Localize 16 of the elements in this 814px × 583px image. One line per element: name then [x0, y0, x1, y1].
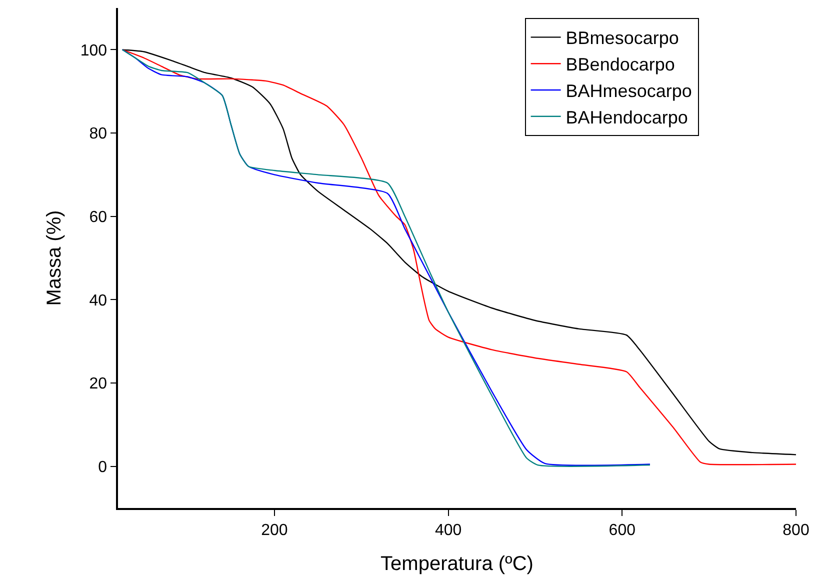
y-tick-label: 20: [89, 376, 108, 393]
y-tick-label: 60: [89, 208, 108, 226]
legend-label: BAHmesocarpo: [566, 81, 692, 102]
x-tick-label: 800: [782, 522, 810, 539]
y-axis-title: Massa (%): [43, 210, 66, 306]
x-axis-title: Temperatura (ºC): [380, 552, 534, 575]
y-tick-label: 100: [80, 42, 108, 60]
y-tick-label: 0: [98, 458, 108, 476]
x-tick-label: 600: [608, 522, 636, 539]
legend-label: BBendocarpo: [566, 54, 675, 75]
x-tick-label: 200: [261, 522, 288, 539]
y-tick-label: 40: [89, 292, 108, 310]
x-tick-label: 400: [434, 522, 462, 539]
y-tick-label: 80: [89, 126, 108, 143]
legend-label: BAHendocarpo: [566, 107, 688, 128]
legend-label: BBmesocarpo: [566, 28, 679, 48]
